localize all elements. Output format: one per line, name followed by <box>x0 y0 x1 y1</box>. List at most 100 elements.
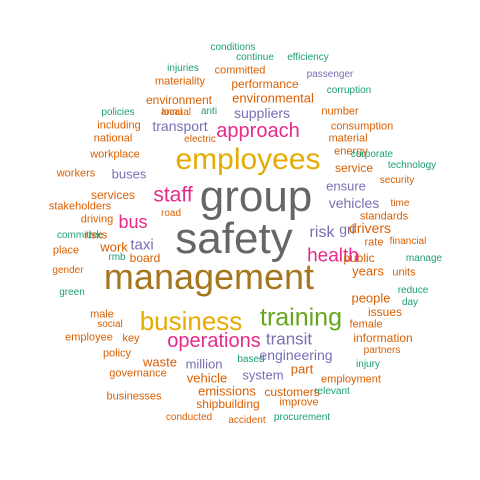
word-cloud-term: years <box>352 263 384 279</box>
word-cloud-term: passenger <box>306 69 354 80</box>
word-cloud-term: number <box>321 105 359 118</box>
word-cloud-term: vehicle <box>186 370 228 386</box>
word-cloud-term: training <box>260 303 342 332</box>
word-cloud-term: time <box>390 198 410 209</box>
word-cloud-term: workplace <box>90 148 140 161</box>
word-cloud-term: service <box>334 161 374 175</box>
word-cloud-term: engineering <box>259 347 333 363</box>
word-cloud-term: board <box>129 251 161 265</box>
word-cloud-term: customers <box>264 385 320 399</box>
word-cloud-term: approach <box>216 120 300 142</box>
word-cloud-term: work <box>100 239 128 255</box>
word-cloud-term: anti <box>200 106 218 117</box>
word-cloud-term: security <box>379 175 415 186</box>
word-cloud-term: stakeholders <box>48 200 112 213</box>
word-cloud-term: female <box>349 318 383 331</box>
word-cloud-term: business <box>139 306 243 336</box>
word-cloud-term: continue <box>236 52 274 63</box>
word-cloud-term: male <box>90 308 114 321</box>
word-cloud-term: standards <box>359 210 409 223</box>
word-cloud-term: system <box>242 367 284 383</box>
word-cloud-term: green <box>59 287 85 298</box>
word-cloud-term: information <box>353 331 413 345</box>
word-cloud-term: risk <box>309 224 335 241</box>
word-cloud-term: annual <box>160 107 192 118</box>
word-cloud-term: shipbuilding <box>196 397 260 411</box>
word-cloud-term: conducted <box>165 412 213 423</box>
word-cloud-term: units <box>392 266 416 279</box>
word-cloud-term: policies <box>101 107 135 118</box>
word-cloud-term: relevant <box>314 386 350 397</box>
word-cloud-term: drivers <box>348 220 392 236</box>
word-cloud-term: gender <box>52 265 84 276</box>
word-cloud-term: injury <box>356 359 380 370</box>
word-cloud-term: risks <box>84 229 108 242</box>
word-cloud-term: businesses <box>106 390 162 403</box>
word-cloud-term: partners <box>363 345 401 356</box>
word-cloud-term: environmental <box>232 90 314 106</box>
word-cloud-term: rate <box>364 236 384 249</box>
word-cloud-term: place <box>52 244 80 257</box>
word-cloud-term: procurement <box>273 412 331 423</box>
word-cloud-term: safety <box>175 214 293 263</box>
word-cloud-term: issues <box>367 305 403 319</box>
word-cloud-term: material <box>328 132 368 145</box>
word-cloud-term: million <box>185 356 223 372</box>
word-cloud-term: environment <box>145 93 213 107</box>
word-cloud-term: public <box>343 251 375 265</box>
word-cloud-term: national <box>93 132 133 145</box>
word-cloud-term: conditions <box>210 42 256 53</box>
word-cloud-term: corruption <box>326 85 372 96</box>
word-cloud-term: waste <box>143 354 177 370</box>
word-cloud-term: driving <box>80 213 114 226</box>
word-cloud-term: workers <box>56 167 96 180</box>
word-cloud-term: emissions <box>198 383 256 399</box>
word-cloud-term: committee <box>56 230 104 241</box>
word-cloud-term: including <box>97 119 141 132</box>
word-cloud-term: technology <box>387 160 437 171</box>
word-cloud-term: operations <box>167 330 261 352</box>
word-cloud-term: transport <box>152 118 208 134</box>
word-cloud-term: improve <box>279 396 319 409</box>
word-cloud-term: ensure <box>326 178 366 194</box>
word-cloud-term: energy <box>334 145 368 158</box>
word-cloud-term: manage <box>405 253 443 264</box>
word-cloud-term: suppliers <box>233 105 291 121</box>
word-cloud-term: policy <box>102 347 132 360</box>
word-cloud-term: rmb <box>108 252 126 263</box>
word-cloud-term: bus <box>118 212 148 232</box>
word-cloud-term: taxi <box>130 236 154 254</box>
word-cloud-term: employee <box>65 331 113 344</box>
word-cloud-term: performance <box>231 77 299 91</box>
word-cloud-term: electric <box>184 134 216 145</box>
word-cloud-term: vehicles <box>328 195 380 211</box>
word-cloud-term: materiality <box>154 75 206 88</box>
word-cloud-term: group <box>199 172 313 221</box>
word-cloud-term: corporate <box>350 149 394 160</box>
word-cloud-term: health <box>307 245 359 267</box>
word-cloud-term: part <box>290 361 314 377</box>
word-cloud-term: day <box>401 297 419 308</box>
word-cloud-term: employees <box>175 143 321 176</box>
word-cloud-term: injuries <box>167 63 199 74</box>
word-cloud-term: consumption <box>330 120 394 133</box>
word-cloud-term: road <box>160 208 182 219</box>
word-cloud-term: efficiency <box>287 52 329 63</box>
word-cloud-term: based <box>237 354 265 365</box>
word-cloud-term: management <box>103 256 315 297</box>
word-cloud-term: accident <box>228 415 266 426</box>
word-cloud-term: employment <box>321 373 381 386</box>
word-cloud-term: gri <box>339 221 355 237</box>
word-cloud-term: people <box>351 290 391 306</box>
word-cloud-term: staff <box>153 183 193 207</box>
word-cloud-term: buses <box>111 166 147 182</box>
word-cloud-term: services <box>90 188 136 202</box>
word-cloud-term: local <box>161 107 183 118</box>
word-cloud-term: reduce <box>397 285 429 296</box>
word-cloud-term: committed <box>214 64 266 77</box>
word-cloud-term: governance <box>109 367 167 380</box>
word-cloud-term: key <box>122 332 140 345</box>
word-cloud-term: financial <box>389 236 427 247</box>
word-cloud-term: social <box>97 319 123 330</box>
